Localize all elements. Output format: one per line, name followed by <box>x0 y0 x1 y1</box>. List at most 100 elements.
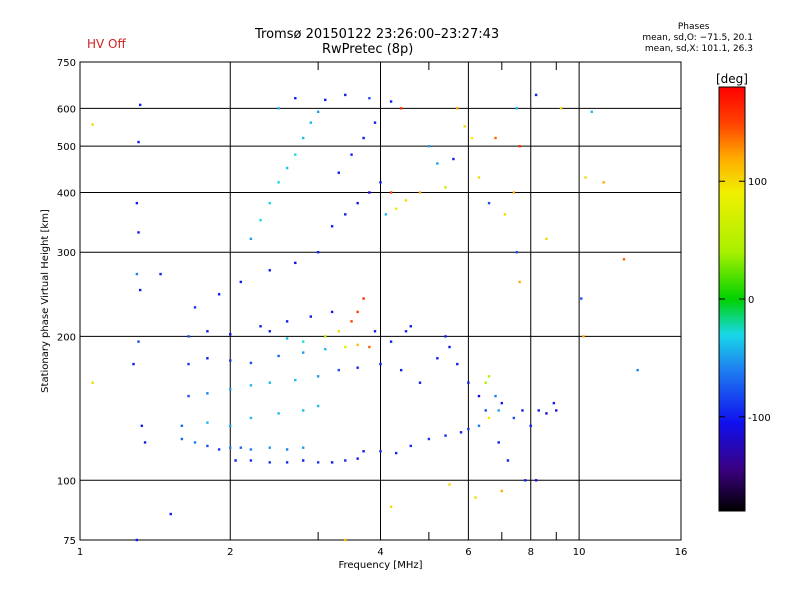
data-point <box>337 368 341 372</box>
data-point <box>350 153 353 156</box>
data-point <box>268 201 271 205</box>
y-axis-label: Stationary phase Virtual Height [km] <box>40 209 51 393</box>
chart-subtitle: RwPretec (8p) <box>322 42 414 57</box>
data-point <box>506 459 510 462</box>
data-point <box>277 412 280 415</box>
data-point <box>344 213 347 216</box>
data-point <box>474 496 477 499</box>
data-point <box>497 441 500 444</box>
data-point <box>379 362 382 366</box>
data-point <box>444 335 447 338</box>
data-point <box>534 479 538 482</box>
data-point <box>590 110 593 114</box>
data-point <box>132 362 135 366</box>
data-point <box>524 479 527 482</box>
data-point <box>330 225 334 228</box>
data-point <box>487 416 491 420</box>
data-point <box>418 381 422 384</box>
data-point <box>324 98 327 102</box>
data-point <box>399 107 403 110</box>
x-tick-label: 4 <box>377 547 383 558</box>
phase-stats-x: mean, sd,X: 101.1, 26.3 <box>644 44 753 54</box>
data-point <box>368 96 371 100</box>
data-point <box>467 427 470 431</box>
colorbar-tick-label: 0 <box>748 295 754 306</box>
data-point <box>552 401 556 405</box>
data-point <box>268 461 271 464</box>
y-tick-label: 75 <box>63 536 76 547</box>
data-point <box>206 330 209 333</box>
data-point <box>503 213 507 216</box>
data-point <box>301 340 305 343</box>
data-point <box>389 340 393 343</box>
data-point <box>515 251 518 254</box>
data-point <box>518 280 521 284</box>
data-point <box>584 176 587 179</box>
x-axis-label: Frequency [MHz] <box>338 560 422 571</box>
data-point <box>309 315 312 318</box>
data-point <box>268 381 271 384</box>
data-point <box>285 448 289 451</box>
data-point <box>404 199 408 202</box>
data-point <box>249 237 253 241</box>
data-point <box>337 330 341 333</box>
data-point <box>622 258 626 261</box>
data-point <box>135 538 139 542</box>
data-point <box>159 272 162 276</box>
data-point <box>404 330 408 333</box>
data-point <box>301 136 305 140</box>
data-point <box>484 409 487 412</box>
data-point <box>135 272 139 276</box>
data-point <box>229 333 232 336</box>
data-point <box>294 261 297 265</box>
data-point <box>362 136 365 140</box>
data-point <box>217 293 221 296</box>
data-point <box>477 424 481 428</box>
data-point <box>206 444 209 448</box>
data-point <box>356 366 359 369</box>
data-point <box>180 424 184 428</box>
data-point <box>379 181 382 184</box>
data-point <box>555 409 558 412</box>
data-point <box>545 412 548 415</box>
data-point <box>494 136 497 140</box>
colorbar-tick-label: -100 <box>748 413 771 424</box>
data-point <box>529 424 532 428</box>
data-point <box>399 368 403 372</box>
data-point <box>394 207 398 210</box>
data-point <box>515 107 518 110</box>
data-point <box>427 437 431 441</box>
data-point <box>187 394 190 398</box>
data-point <box>409 444 412 448</box>
data-point <box>497 409 500 412</box>
data-point <box>187 362 190 366</box>
data-point <box>373 121 377 124</box>
x-tick-label: 8 <box>528 547 534 558</box>
data-point <box>356 201 359 205</box>
data-point <box>277 107 280 110</box>
data-point <box>418 191 422 194</box>
data-point <box>285 461 289 464</box>
data-point <box>344 93 347 97</box>
y-tick-label: 200 <box>57 332 76 343</box>
data-point <box>285 320 289 323</box>
phase-stats-o: mean, sd,O: −71.5, 20.1 <box>642 33 753 43</box>
data-point <box>636 368 639 372</box>
data-point <box>368 345 371 349</box>
data-point <box>379 450 382 453</box>
data-point <box>394 451 398 455</box>
data-point <box>206 357 209 360</box>
data-point <box>512 416 516 420</box>
data-point <box>537 409 540 412</box>
data-point <box>316 461 320 464</box>
data-point <box>193 306 197 309</box>
data-point <box>602 181 605 184</box>
x-tick-label: 10 <box>573 547 586 558</box>
data-point <box>580 297 583 300</box>
y-tick-label: 400 <box>57 188 76 199</box>
data-point <box>389 100 393 103</box>
data-point <box>545 237 548 241</box>
data-point <box>301 409 305 412</box>
data-point <box>330 310 334 314</box>
